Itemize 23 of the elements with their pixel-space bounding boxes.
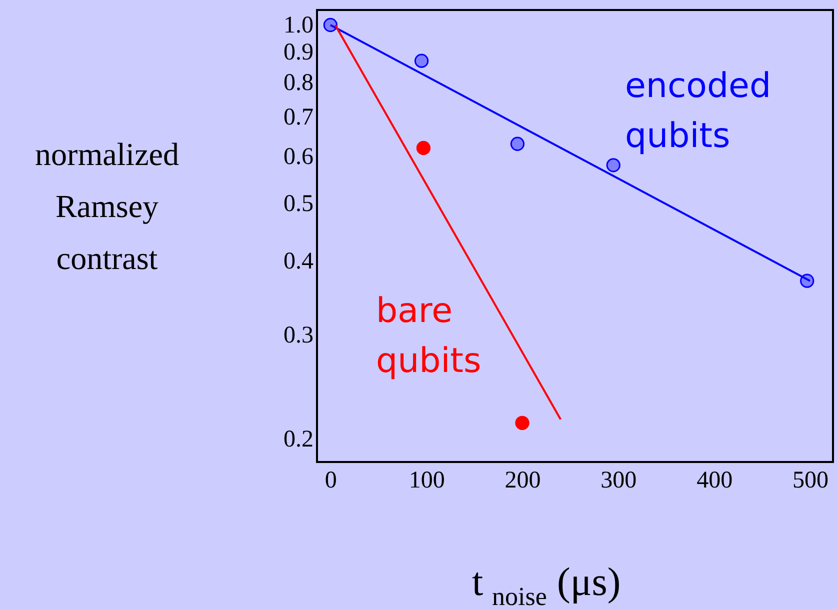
point [416,140,431,156]
series-label: encoded qubits [625,66,772,156]
y-tick-label: 0.4 [284,248,314,274]
y-tick-label: 0.7 [284,104,314,130]
y-axis-title: normalized Ramsey contrast [35,136,179,276]
y-tick-label: 0.2 [284,426,314,453]
series-label: bare qubits [376,291,482,381]
point [606,158,620,172]
y-tick-label: 0.3 [284,322,314,348]
y-tick-label: 1.0 [284,12,314,38]
point [510,136,525,151]
point [515,416,530,430]
y-tick-label: 0.8 [284,70,314,96]
y-tick-label: 0.9 [284,40,314,66]
y-tick-label: 0.6 [284,144,314,170]
x-tick-label: 200 [504,468,541,494]
x-tick-label: 300 [600,468,637,494]
y-tick-label: 0.5 [284,190,314,217]
point [414,54,429,68]
x-tick-label: 0 [324,468,337,494]
x-tick-label: 500 [792,468,828,494]
x-tick-label: 400 [696,468,733,494]
x-tick-label: 100 [408,468,445,494]
